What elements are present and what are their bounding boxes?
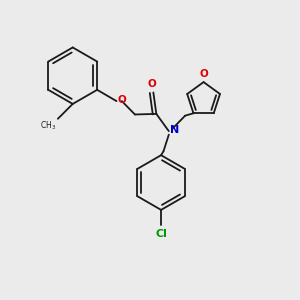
Text: CH$_3$: CH$_3$ bbox=[40, 119, 56, 132]
Text: Cl: Cl bbox=[155, 229, 167, 239]
Text: O: O bbox=[148, 79, 156, 89]
Text: N: N bbox=[170, 124, 179, 135]
Text: O: O bbox=[199, 68, 208, 79]
Text: O: O bbox=[118, 95, 127, 105]
